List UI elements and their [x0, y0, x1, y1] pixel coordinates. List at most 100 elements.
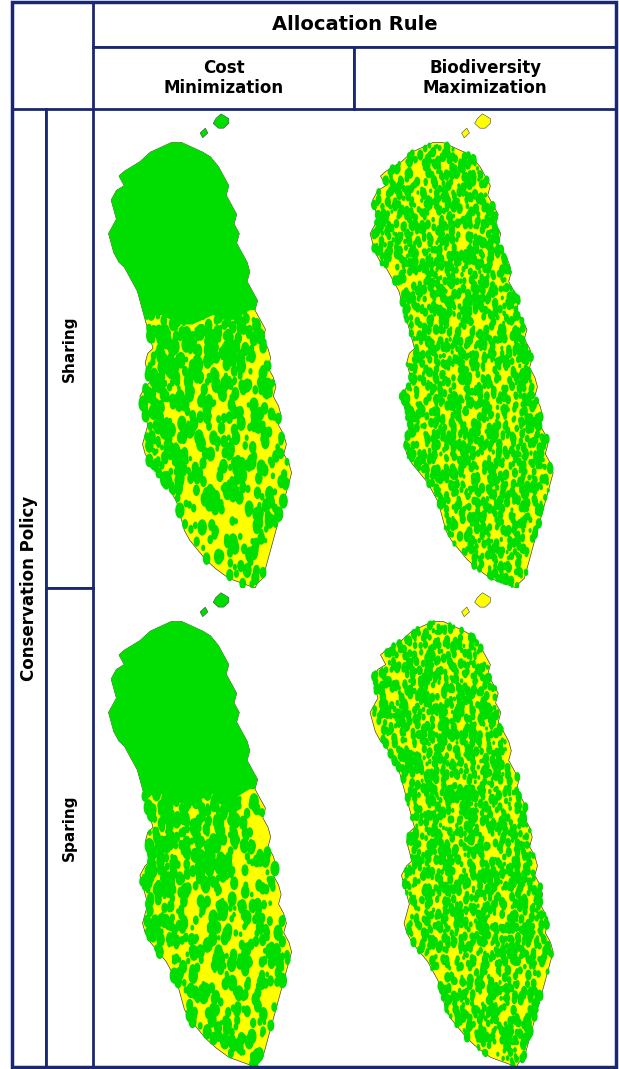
Circle shape: [256, 1049, 258, 1054]
Circle shape: [472, 497, 476, 505]
Circle shape: [514, 294, 517, 298]
Circle shape: [154, 402, 161, 414]
Circle shape: [509, 954, 512, 958]
Circle shape: [490, 322, 494, 330]
Circle shape: [415, 905, 417, 910]
Circle shape: [397, 252, 400, 260]
Circle shape: [498, 357, 501, 365]
Circle shape: [430, 645, 433, 650]
Circle shape: [487, 406, 490, 414]
Circle shape: [409, 422, 413, 430]
Circle shape: [459, 923, 462, 927]
Circle shape: [255, 911, 262, 923]
Circle shape: [435, 962, 439, 970]
Circle shape: [230, 443, 234, 449]
Circle shape: [185, 357, 188, 361]
Circle shape: [380, 215, 383, 219]
Circle shape: [387, 649, 392, 657]
Circle shape: [536, 509, 539, 514]
Circle shape: [191, 309, 197, 320]
Circle shape: [449, 388, 452, 392]
Circle shape: [471, 285, 475, 292]
Circle shape: [175, 976, 181, 988]
Circle shape: [194, 474, 200, 484]
Circle shape: [448, 328, 451, 336]
Circle shape: [422, 661, 425, 666]
Circle shape: [428, 239, 432, 247]
Circle shape: [157, 409, 160, 414]
Circle shape: [461, 481, 464, 486]
Circle shape: [400, 179, 403, 184]
Circle shape: [386, 727, 388, 730]
Circle shape: [412, 898, 417, 907]
Circle shape: [173, 960, 175, 963]
Circle shape: [533, 529, 537, 538]
Circle shape: [521, 534, 524, 540]
Circle shape: [384, 254, 388, 262]
Circle shape: [425, 894, 429, 901]
Circle shape: [524, 853, 528, 859]
Circle shape: [447, 806, 451, 812]
Circle shape: [461, 450, 465, 458]
Circle shape: [526, 1029, 529, 1034]
Circle shape: [459, 757, 464, 766]
Circle shape: [476, 555, 478, 558]
Circle shape: [258, 850, 262, 859]
Circle shape: [482, 816, 486, 823]
Circle shape: [488, 310, 490, 314]
Circle shape: [467, 809, 471, 817]
Circle shape: [233, 339, 240, 353]
Circle shape: [214, 967, 216, 972]
Circle shape: [414, 386, 418, 392]
Circle shape: [398, 214, 400, 218]
Circle shape: [478, 179, 480, 181]
Circle shape: [519, 365, 521, 368]
Circle shape: [206, 320, 212, 331]
Circle shape: [428, 273, 430, 277]
Circle shape: [465, 303, 470, 310]
Circle shape: [431, 799, 433, 802]
Circle shape: [168, 341, 176, 356]
Circle shape: [243, 886, 249, 898]
Circle shape: [453, 1003, 455, 1006]
Circle shape: [469, 456, 471, 459]
Circle shape: [413, 708, 415, 712]
Circle shape: [409, 373, 415, 383]
Circle shape: [476, 332, 478, 337]
Circle shape: [411, 856, 413, 859]
Circle shape: [506, 943, 508, 948]
Circle shape: [488, 336, 491, 341]
Circle shape: [481, 362, 485, 369]
Circle shape: [230, 811, 236, 822]
Circle shape: [514, 530, 517, 536]
Circle shape: [148, 856, 154, 868]
Circle shape: [478, 882, 482, 889]
Circle shape: [487, 402, 489, 406]
Circle shape: [475, 491, 477, 494]
Circle shape: [441, 263, 443, 266]
Circle shape: [148, 422, 152, 430]
Circle shape: [162, 356, 168, 368]
Circle shape: [468, 171, 472, 179]
Circle shape: [441, 983, 443, 989]
Circle shape: [390, 667, 393, 672]
Circle shape: [480, 854, 482, 858]
Circle shape: [230, 394, 233, 400]
Circle shape: [256, 329, 264, 344]
Circle shape: [513, 521, 517, 530]
Circle shape: [502, 458, 504, 462]
Circle shape: [458, 695, 462, 702]
Circle shape: [403, 753, 406, 759]
Circle shape: [461, 1019, 463, 1022]
Circle shape: [465, 491, 467, 495]
Circle shape: [469, 775, 472, 780]
Circle shape: [433, 456, 435, 461]
Circle shape: [438, 734, 442, 743]
Circle shape: [180, 936, 184, 944]
Circle shape: [523, 491, 527, 499]
Circle shape: [449, 661, 454, 669]
Circle shape: [482, 441, 487, 450]
Circle shape: [410, 260, 412, 263]
Circle shape: [495, 807, 498, 812]
Circle shape: [154, 883, 159, 893]
